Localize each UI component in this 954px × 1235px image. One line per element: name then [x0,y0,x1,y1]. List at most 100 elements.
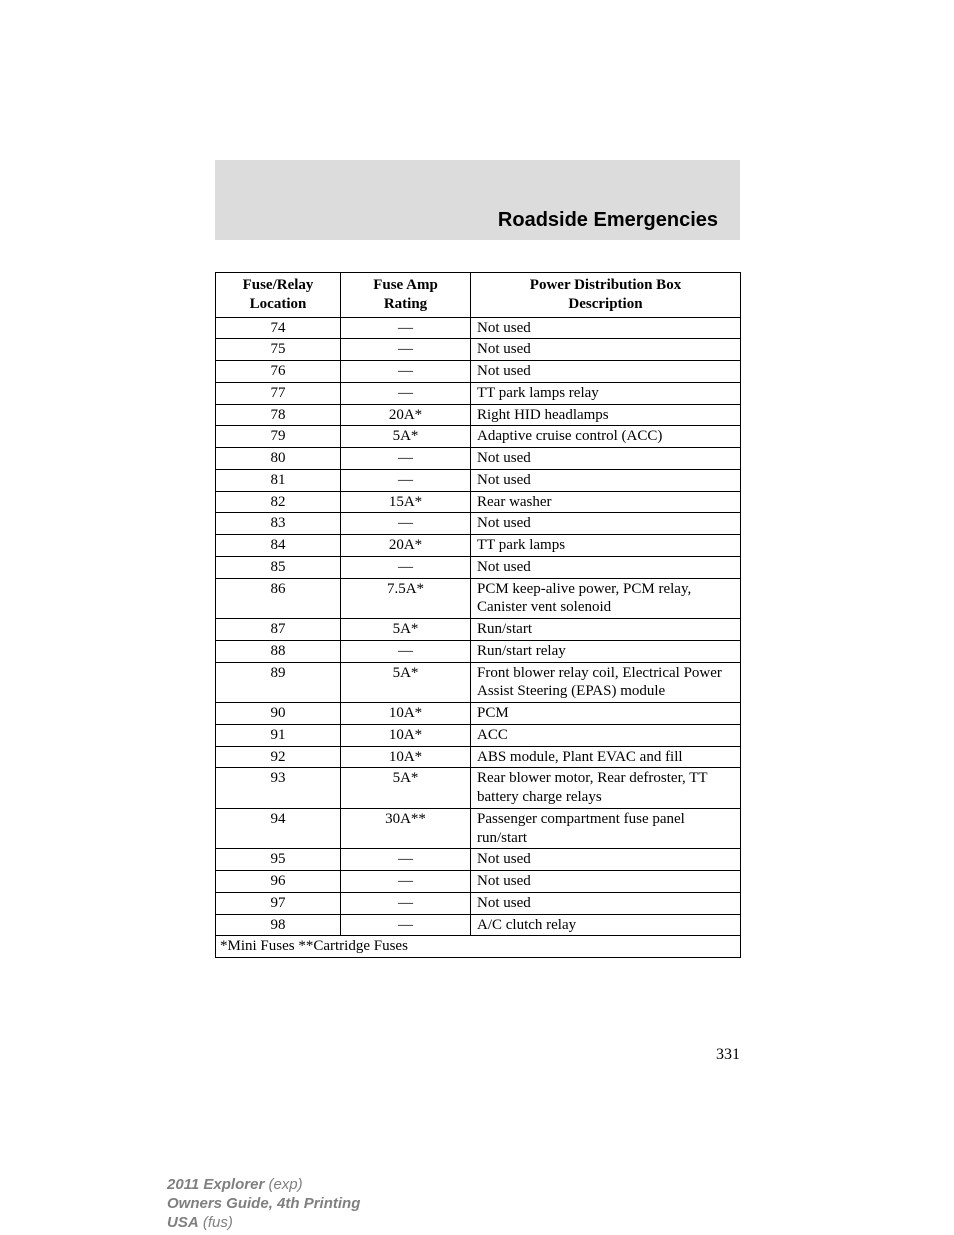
col-header-text: Fuse/Relay [243,277,314,293]
cell-amp: 15A* [341,491,471,513]
table-row: 97—Not used [216,892,741,914]
table-footnote-row: *Mini Fuses **Cartridge Fuses [216,936,741,958]
cell-location: 76 [216,361,341,383]
cell-amp: — [341,871,471,893]
table-row: 74—Not used [216,317,741,339]
footer-bold: 2011 Explorer [167,1176,264,1193]
cell-amp: 20A* [341,404,471,426]
table-row: 81—Not used [216,469,741,491]
cell-description: ACC [471,724,741,746]
cell-location: 95 [216,849,341,871]
footer-line: Owners Guide, 4th Printing [167,1195,360,1214]
cell-location: 86 [216,578,341,619]
table-header-row: Fuse/Relay Location Fuse Amp Rating Powe… [216,273,741,318]
table-row: 76—Not used [216,361,741,383]
cell-location: 89 [216,662,341,703]
cell-amp: — [341,361,471,383]
table-body: 74—Not used75—Not used76—Not used77—TT p… [216,317,741,936]
cell-amp: 5A* [341,619,471,641]
cell-location: 74 [216,317,341,339]
table-row: 867.5A*PCM keep-alive power, PCM relay, … [216,578,741,619]
cell-description: Not used [471,556,741,578]
cell-description: Not used [471,871,741,893]
cell-amp: — [341,556,471,578]
cell-amp: — [341,914,471,936]
cell-location: 96 [216,871,341,893]
cell-location: 80 [216,448,341,470]
table-row: 8420A*TT park lamps [216,535,741,557]
cell-description: ABS module, Plant EVAC and fill [471,746,741,768]
fuse-table-wrap: Fuse/Relay Location Fuse Amp Rating Powe… [215,272,740,958]
table-row: 95—Not used [216,849,741,871]
cell-description: PCM keep-alive power, PCM relay, Caniste… [471,578,741,619]
cell-amp: 5A* [341,662,471,703]
cell-description: TT park lamps [471,535,741,557]
fuse-table: Fuse/Relay Location Fuse Amp Rating Powe… [215,272,741,958]
cell-location: 79 [216,426,341,448]
col-header-text: Location [250,296,307,312]
table-row: 895A*Front blower relay coil, Electrical… [216,662,741,703]
cell-amp: — [341,892,471,914]
col-header-text: Fuse Amp [373,277,438,293]
cell-location: 91 [216,724,341,746]
cell-location: 87 [216,619,341,641]
cell-location: 93 [216,768,341,809]
table-row: 9010A*PCM [216,703,741,725]
cell-description: Run/start [471,619,741,641]
cell-location: 78 [216,404,341,426]
cell-description: Not used [471,361,741,383]
col-header-text: Description [568,296,642,312]
cell-description: A/C clutch relay [471,914,741,936]
col-header-amp: Fuse Amp Rating [341,273,471,318]
cell-amp: 30A** [341,808,471,849]
cell-description: PCM [471,703,741,725]
cell-amp: 20A* [341,535,471,557]
cell-location: 75 [216,339,341,361]
cell-description: Right HID headlamps [471,404,741,426]
cell-amp: 5A* [341,426,471,448]
table-row: 7820A*Right HID headlamps [216,404,741,426]
cell-description: Adaptive cruise control (ACC) [471,426,741,448]
table-row: 935A*Rear blower motor, Rear defroster, … [216,768,741,809]
cell-amp: — [341,640,471,662]
cell-amp: — [341,513,471,535]
footer-text: (exp) [264,1176,302,1193]
table-row: 9430A**Passenger compartment fuse panel … [216,808,741,849]
table-row: 88—Run/start relay [216,640,741,662]
cell-amp: — [341,849,471,871]
cell-location: 85 [216,556,341,578]
table-row: 85—Not used [216,556,741,578]
col-header-text: Rating [384,296,427,312]
cell-location: 97 [216,892,341,914]
cell-location: 84 [216,535,341,557]
cell-amp: 7.5A* [341,578,471,619]
cell-amp: 5A* [341,768,471,809]
cell-description: Rear washer [471,491,741,513]
cell-description: Rear blower motor, Rear defroster, TT ba… [471,768,741,809]
section-title: Roadside Emergencies [498,209,718,232]
cell-location: 81 [216,469,341,491]
cell-location: 92 [216,746,341,768]
cell-amp: — [341,317,471,339]
cell-description: Not used [471,892,741,914]
table-row: 795A*Adaptive cruise control (ACC) [216,426,741,448]
cell-description: Not used [471,849,741,871]
cell-description: Not used [471,339,741,361]
header-band: Roadside Emergencies [215,160,740,240]
cell-description: Not used [471,317,741,339]
col-header-location: Fuse/Relay Location [216,273,341,318]
table-row: 8215A*Rear washer [216,491,741,513]
footer-text: (fus) [199,1214,233,1231]
col-header-desc: Power Distribution Box Description [471,273,741,318]
col-header-text: Power Distribution Box [530,277,681,293]
table-row: 875A*Run/start [216,619,741,641]
table-row: 77—TT park lamps relay [216,382,741,404]
cell-location: 77 [216,382,341,404]
footer: 2011 Explorer (exp) Owners Guide, 4th Pr… [167,1176,360,1232]
cell-location: 98 [216,914,341,936]
cell-amp: 10A* [341,724,471,746]
table-row: 96—Not used [216,871,741,893]
cell-amp: — [341,339,471,361]
footer-line: 2011 Explorer (exp) [167,1176,360,1195]
table-row: 75—Not used [216,339,741,361]
